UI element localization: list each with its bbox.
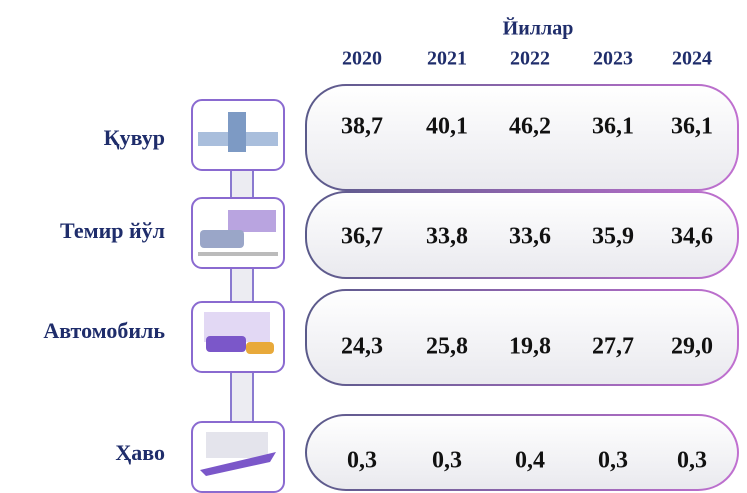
year-label: 2024 [672,48,712,70]
city [206,432,268,458]
station [228,210,276,232]
cell-value: 34,6 [671,224,713,250]
row-label: Қувур [104,125,165,150]
cell-value: 36,1 [592,114,634,140]
year-label: 2020 [342,48,382,70]
bus [206,336,246,352]
year-label: 2023 [593,48,633,70]
plane [200,452,276,476]
row-pill [305,191,739,279]
row-pill [305,289,739,386]
cell-value: 46,2 [509,114,551,140]
row-label: Автомобиль [43,318,165,343]
cell-value: 0,3 [347,448,377,474]
row-pill [305,84,739,191]
cell-value: 36,7 [341,224,383,250]
cell-value: 25,8 [426,334,468,360]
cell-value: 33,6 [509,224,551,250]
cell-value: 0,3 [677,448,707,474]
rail [198,252,278,256]
row-label: Темир йўл [60,218,165,243]
cell-value: 27,7 [592,334,634,360]
row-pill [305,414,739,491]
cell-value: 19,8 [509,334,551,360]
cell-value: 29,0 [671,334,713,360]
cell-value: 36,1 [671,114,713,140]
valve [228,112,246,152]
cell-value: 33,8 [426,224,468,250]
cell-value: 35,9 [592,224,634,250]
cell-value: 0,3 [432,448,462,474]
header-title: Йиллар [503,17,574,40]
cell-value: 40,1 [426,114,468,140]
cell-value: 24,3 [341,334,383,360]
car [246,342,274,354]
train [200,230,244,248]
row-label: Ҳаво [115,440,165,465]
cell-value: 0,4 [515,448,545,474]
cell-value: 38,7 [341,114,383,140]
year-label: 2022 [510,48,550,70]
year-label: 2021 [427,48,467,70]
cell-value: 0,3 [598,448,628,474]
